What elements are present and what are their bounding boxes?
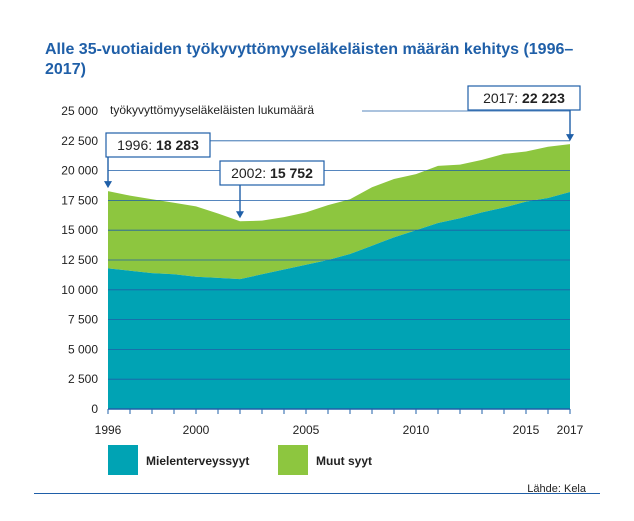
area-mielenterveyssyyt [108, 192, 570, 409]
legend-label: Muut syyt [316, 454, 372, 468]
x-tick-label: 2000 [183, 423, 210, 437]
y-tick-label: 25 000 [61, 104, 98, 118]
area-muut-syyt [108, 144, 570, 280]
chart-frame [34, 28, 600, 494]
callout-box [219, 160, 325, 186]
y-tick-label: 17 500 [61, 193, 98, 207]
x-tick-label: 2017 [557, 423, 584, 437]
x-tick-label: 2005 [293, 423, 320, 437]
legend-swatch [108, 445, 138, 475]
x-tick-label: 1996 [95, 423, 122, 437]
callout-label: 2017: 22 223 [483, 90, 565, 106]
callout-box [467, 85, 581, 111]
y-tick-label: 22 500 [61, 134, 98, 148]
y-tick-label: 5 000 [68, 342, 98, 356]
x-tick-label: 2010 [403, 423, 430, 437]
ylabel-bg [104, 103, 362, 117]
source-note: Lähde: Kela [527, 483, 586, 495]
callout-label: 1996: 18 283 [117, 137, 199, 153]
callout-arrow [104, 181, 112, 189]
y-tick-label: 20 000 [61, 164, 98, 178]
callout-box [105, 132, 211, 158]
callout-arrow [236, 211, 244, 219]
callout-arrow [566, 134, 574, 142]
chart-title: Alle 35-vuotiaiden työkyvyttömyyseläkelä… [45, 41, 574, 78]
y-tick-label: 7 500 [68, 313, 98, 327]
legend-swatch [278, 445, 308, 475]
y-tick-label: 10 000 [61, 283, 98, 297]
y-tick-label: 0 [91, 402, 98, 416]
y-tick-label: 15 000 [61, 223, 98, 237]
callout-label: 2002: 15 752 [231, 165, 313, 181]
x-tick-label: 2015 [513, 423, 540, 437]
legend-label: Mielenterveyssyyt [146, 454, 249, 468]
y-tick-label: 12 500 [61, 253, 98, 267]
y-axis-label: työkyvyttömyyseläkeläisten lukumäärä [110, 103, 314, 117]
y-tick-label: 2 500 [68, 372, 98, 386]
